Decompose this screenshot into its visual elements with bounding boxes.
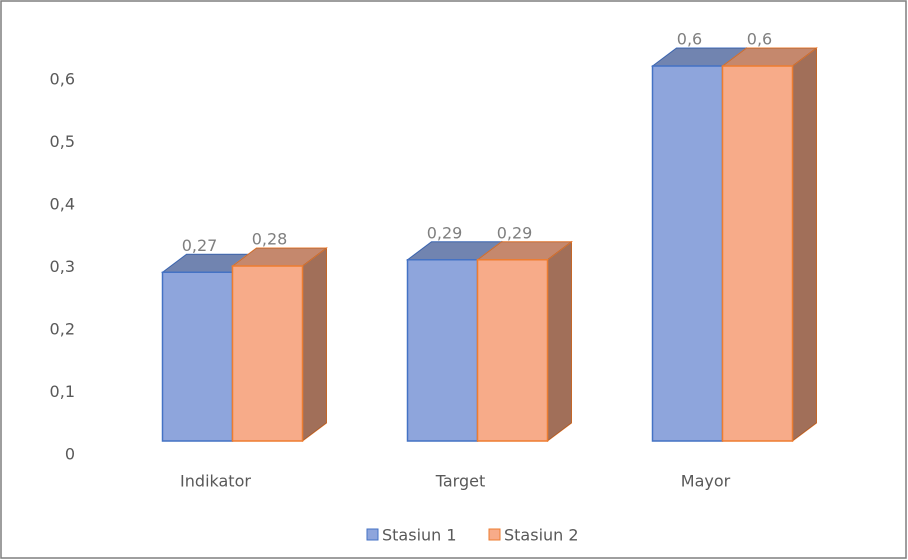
y-tick-label: 0: [65, 445, 75, 464]
x-tick-label: Target: [435, 472, 486, 491]
bar-side-shade: [792, 48, 817, 441]
bar-front: [651, 65, 724, 442]
legend-swatch: [366, 528, 379, 541]
bar: [476, 240, 573, 442]
bar-front: [476, 259, 549, 442]
legend-swatch: [488, 528, 501, 541]
data-label: 0,27: [182, 236, 218, 255]
bar: [231, 247, 328, 442]
bar-front: [231, 265, 304, 442]
bar-top-shade: [477, 241, 572, 260]
bar-front: [406, 259, 479, 442]
y-tick-label: 0,6: [50, 70, 75, 89]
bar-top-shade: [652, 48, 747, 66]
bar-front: [721, 65, 794, 442]
y-tick-label: 0,5: [50, 132, 75, 151]
x-tick-label: Indikator: [180, 472, 251, 491]
bar-top-shade: [232, 248, 327, 266]
bar-side-shade: [302, 248, 327, 441]
y-tick-label: 0,2: [50, 320, 75, 339]
legend-label: Stasiun 2: [504, 526, 579, 545]
data-label: 0,29: [497, 223, 533, 242]
data-label: 0,6: [677, 30, 702, 49]
data-label: 0,6: [747, 30, 772, 49]
y-tick-label: 0,3: [50, 257, 75, 276]
data-label: 0,29: [427, 223, 463, 242]
bar-top-shade: [407, 241, 502, 260]
x-tick-label: Mayor: [681, 472, 731, 491]
legend-label: Stasiun 1: [382, 526, 457, 545]
bar-side-shade: [547, 241, 572, 441]
y-tick-label: 0,1: [50, 382, 75, 401]
bar-front: [161, 271, 234, 442]
bar: [721, 47, 818, 442]
data-label: 0,28: [252, 230, 288, 249]
bar-top-shade: [722, 48, 817, 66]
y-tick-label: 0,4: [50, 195, 75, 214]
